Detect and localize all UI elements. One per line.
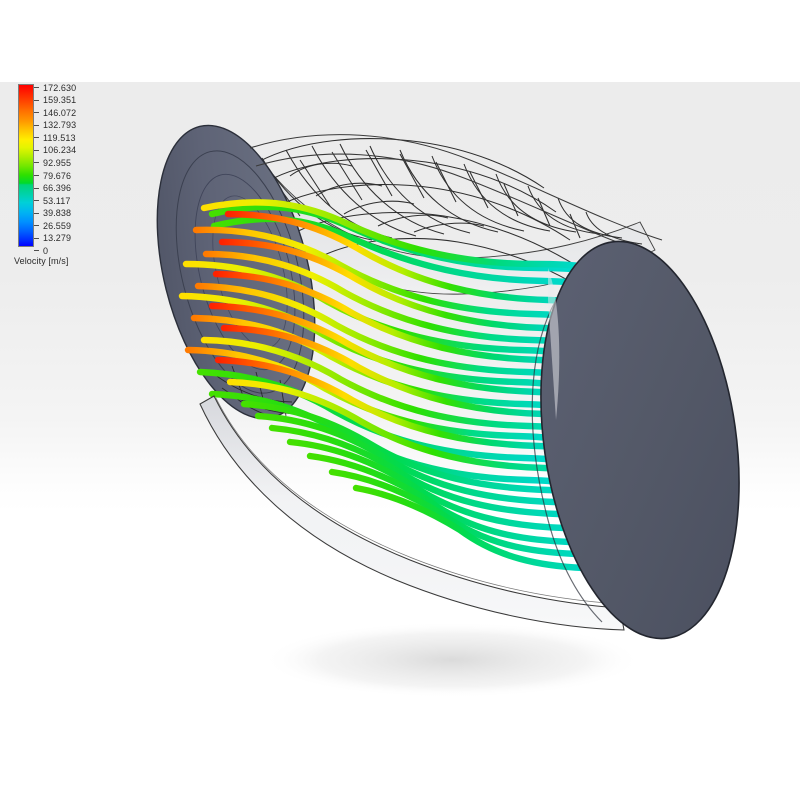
velocity-color-legend[interactable]: 172.630 159.351 146.072 132.793 119.513 106.2… (14, 80, 124, 275)
legend-tick: 13.279 (34, 229, 72, 244)
legend-tick-label: 159.351 (43, 95, 77, 106)
legend-tick: 26.559 (34, 217, 72, 231)
legend-tick: 66.396 (34, 179, 72, 194)
legend-tick-label: 66.396 (43, 183, 72, 194)
legend-tick: 119.513 (34, 129, 76, 143)
outlet-disc[interactable] (517, 229, 763, 652)
legend-tick-mark (34, 175, 39, 177)
legend-tick-mark (34, 99, 39, 101)
legend-tick-mark (34, 162, 39, 164)
legend-tick-label: 79.676 (43, 170, 72, 181)
legend-tick: 159.351 (34, 92, 77, 106)
legend-tick: 92.955 (34, 154, 72, 168)
legend-tick-mark (34, 237, 39, 239)
ground-shadow (262, 622, 642, 698)
legend-tick-label: 13.279 (43, 233, 72, 244)
duct-top-edge (249, 134, 663, 255)
legend-color-bar (18, 84, 34, 247)
legend-tick-label: 172.630 (43, 82, 77, 93)
legend-tick: 39.838 (34, 204, 72, 219)
legend-tick-label: 26.559 (43, 220, 72, 231)
legend-tick-mark (34, 200, 39, 202)
legend-tick-mark (34, 212, 39, 214)
legend-tick-label: 119.513 (43, 132, 76, 143)
duct-outlet-band (548, 268, 560, 420)
legend-tick-mark (34, 137, 39, 139)
legend-tick: 79.676 (34, 167, 72, 181)
legend-tick-list: 172.630 159.351 146.072 132.793 119.513 106.2… (34, 80, 124, 260)
legend-tick-mark (34, 124, 39, 126)
legend-tick-mark (34, 112, 39, 114)
legend-tick-label: 146.072 (43, 107, 77, 118)
legend-tick-mark (34, 187, 39, 189)
legend-tick: 0 (34, 242, 49, 256)
legend-tick-label: 106.234 (43, 145, 77, 156)
legend-tick: 132.793 (34, 117, 77, 131)
legend-tick-mark (34, 149, 39, 151)
legend-tick-label: 0 (43, 245, 49, 256)
legend-tick: 146.072 (34, 104, 77, 118)
legend-tick-label: 92.955 (43, 157, 72, 168)
legend-tick-mark (34, 225, 39, 227)
legend-tick-mark (34, 87, 39, 89)
legend-tick: 172.630 (34, 79, 77, 93)
legend-tick-label: 53.117 (43, 195, 71, 206)
legend-tick: 106.234 (34, 142, 77, 156)
legend-tick-label: 132.793 (43, 120, 77, 131)
duct-front-wall (199, 395, 625, 631)
legend-tick-mark (34, 250, 39, 252)
legend-tick-label: 39.838 (43, 208, 72, 219)
legend-units-label: Velocity [m/s] (14, 256, 69, 266)
legend-tick: 53.117 (34, 192, 71, 206)
